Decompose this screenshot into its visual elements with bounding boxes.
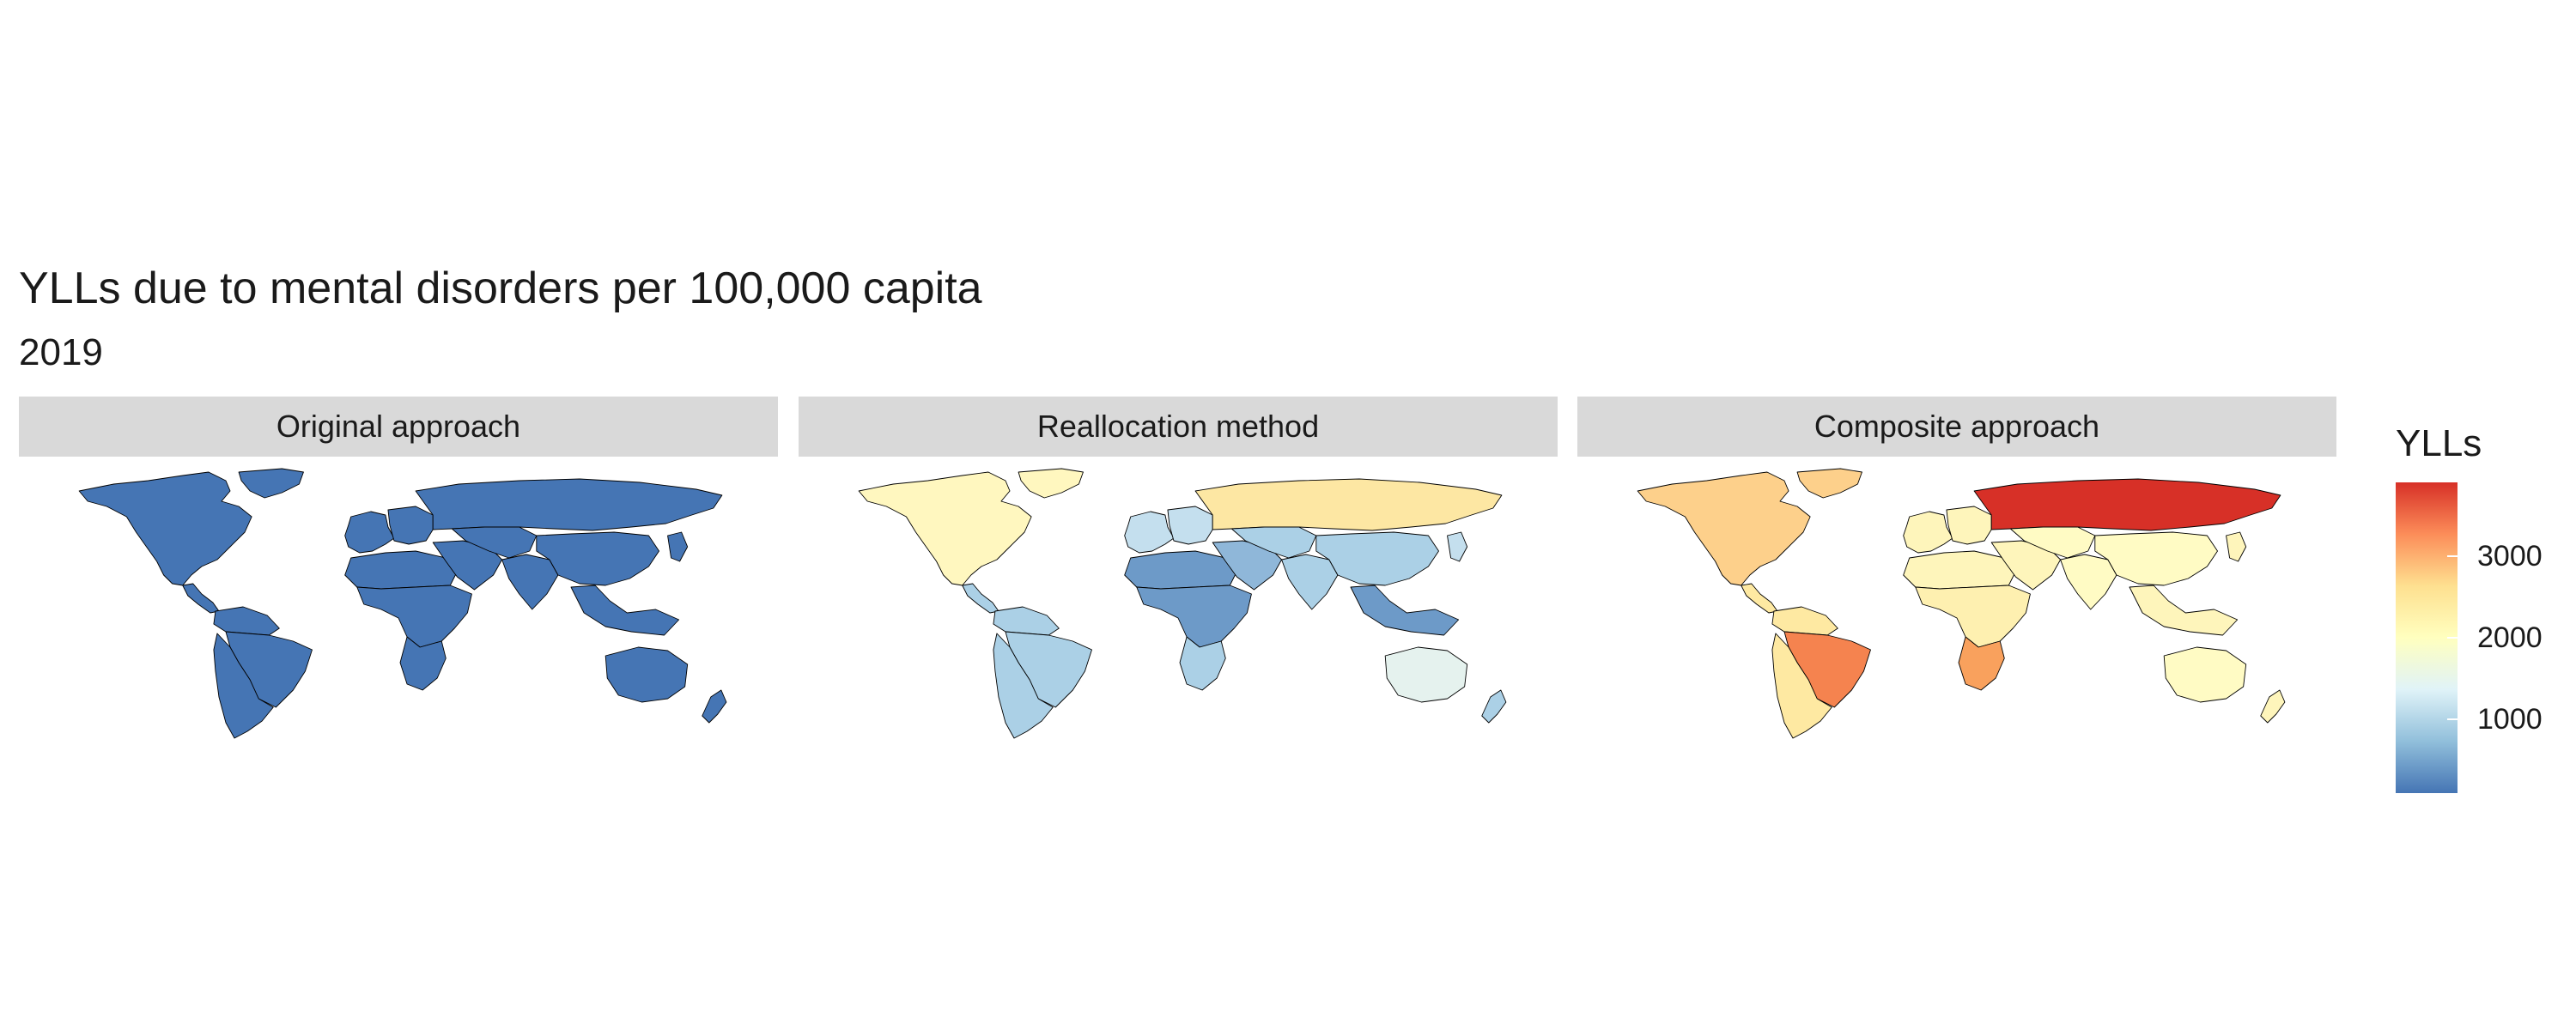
legend-tick-label: 3000 xyxy=(2477,539,2543,573)
region-china xyxy=(536,531,659,586)
region-sub-saharan-africa xyxy=(356,585,472,648)
region-greenland xyxy=(1796,468,1862,499)
region-russia xyxy=(415,478,723,531)
region-north-america xyxy=(1637,471,1811,586)
region-central-asia xyxy=(2009,526,2096,559)
region-new-zealand xyxy=(702,689,727,724)
region-greenland xyxy=(1018,468,1084,499)
region-southern-africa xyxy=(1179,636,1226,691)
world-map-reallocation xyxy=(833,465,1523,740)
region-europe-east xyxy=(1167,506,1213,545)
panel-strip-composite: Composite approach xyxy=(1577,397,2336,457)
region-japan xyxy=(667,531,689,562)
region-southeast-asia xyxy=(570,585,680,636)
region-australia xyxy=(2163,646,2247,703)
region-sub-saharan-africa xyxy=(1915,585,2031,648)
chart-subtitle: 2019 xyxy=(19,331,103,373)
region-russia xyxy=(1973,478,2281,531)
region-australia xyxy=(1384,646,1468,703)
region-europe-east xyxy=(387,506,434,545)
region-new-zealand xyxy=(1481,689,1507,724)
region-north-america xyxy=(78,471,252,586)
region-central-america xyxy=(962,583,999,614)
region-central-america xyxy=(182,583,220,614)
panel-original: Original approach xyxy=(19,397,778,739)
panel-label-composite: Composite approach xyxy=(1814,409,2100,444)
region-south-asia xyxy=(2060,554,2117,610)
region-southeast-asia xyxy=(1350,585,1460,636)
legend-tick-label: 1000 xyxy=(2477,703,2543,736)
region-southeast-asia xyxy=(2129,585,2239,636)
region-japan xyxy=(2226,531,2247,562)
region-north-africa xyxy=(1903,550,2016,590)
world-map-original xyxy=(53,465,744,740)
panel-label-original: Original approach xyxy=(276,409,521,444)
region-japan xyxy=(1447,531,1468,562)
region-north-africa xyxy=(344,550,458,590)
region-greenland xyxy=(238,468,304,499)
region-new-zealand xyxy=(2260,689,2286,724)
region-russia xyxy=(1194,478,1503,531)
region-south-america-south xyxy=(993,633,1054,739)
region-europe-west xyxy=(1124,511,1175,554)
region-europe-west xyxy=(344,511,395,554)
region-china xyxy=(2094,531,2218,586)
region-south-america-south xyxy=(1771,633,1832,739)
region-south-asia xyxy=(1281,554,1339,610)
region-australia xyxy=(605,646,689,703)
region-central-asia xyxy=(1230,526,1317,559)
region-europe-west xyxy=(1903,511,1953,554)
region-china xyxy=(1315,531,1439,586)
region-southern-africa xyxy=(399,636,447,691)
region-south-america-south xyxy=(213,633,274,739)
region-central-asia xyxy=(451,526,538,559)
legend-tick-mark xyxy=(2447,637,2458,639)
legend-tick-mark xyxy=(2447,554,2458,557)
region-southern-africa xyxy=(1958,636,2005,691)
panel-strip-reallocation: Reallocation method xyxy=(799,397,1558,457)
panel-composite: Composite approach xyxy=(1577,397,2336,739)
region-north-america xyxy=(858,471,1032,586)
region-south-america-north xyxy=(1771,606,1838,636)
legend-title: YLLs xyxy=(2396,422,2482,464)
region-europe-east xyxy=(1946,506,1992,545)
region-central-america xyxy=(1741,583,1778,614)
panel-reallocation: Reallocation method xyxy=(799,397,1558,739)
panel-strip-original: Original approach xyxy=(19,397,778,457)
region-sub-saharan-africa xyxy=(1136,585,1252,648)
region-south-asia xyxy=(501,554,559,610)
legend-tick-label: 2000 xyxy=(2477,621,2543,654)
world-map-composite xyxy=(1612,465,2302,740)
region-south-america-north xyxy=(213,606,280,636)
region-north-africa xyxy=(1124,550,1237,590)
legend-tick-mark xyxy=(2447,718,2458,721)
region-south-america-north xyxy=(993,606,1060,636)
chart-title: YLLs due to mental disorders per 100,000… xyxy=(19,264,982,313)
panel-label-reallocation: Reallocation method xyxy=(1036,409,1320,444)
